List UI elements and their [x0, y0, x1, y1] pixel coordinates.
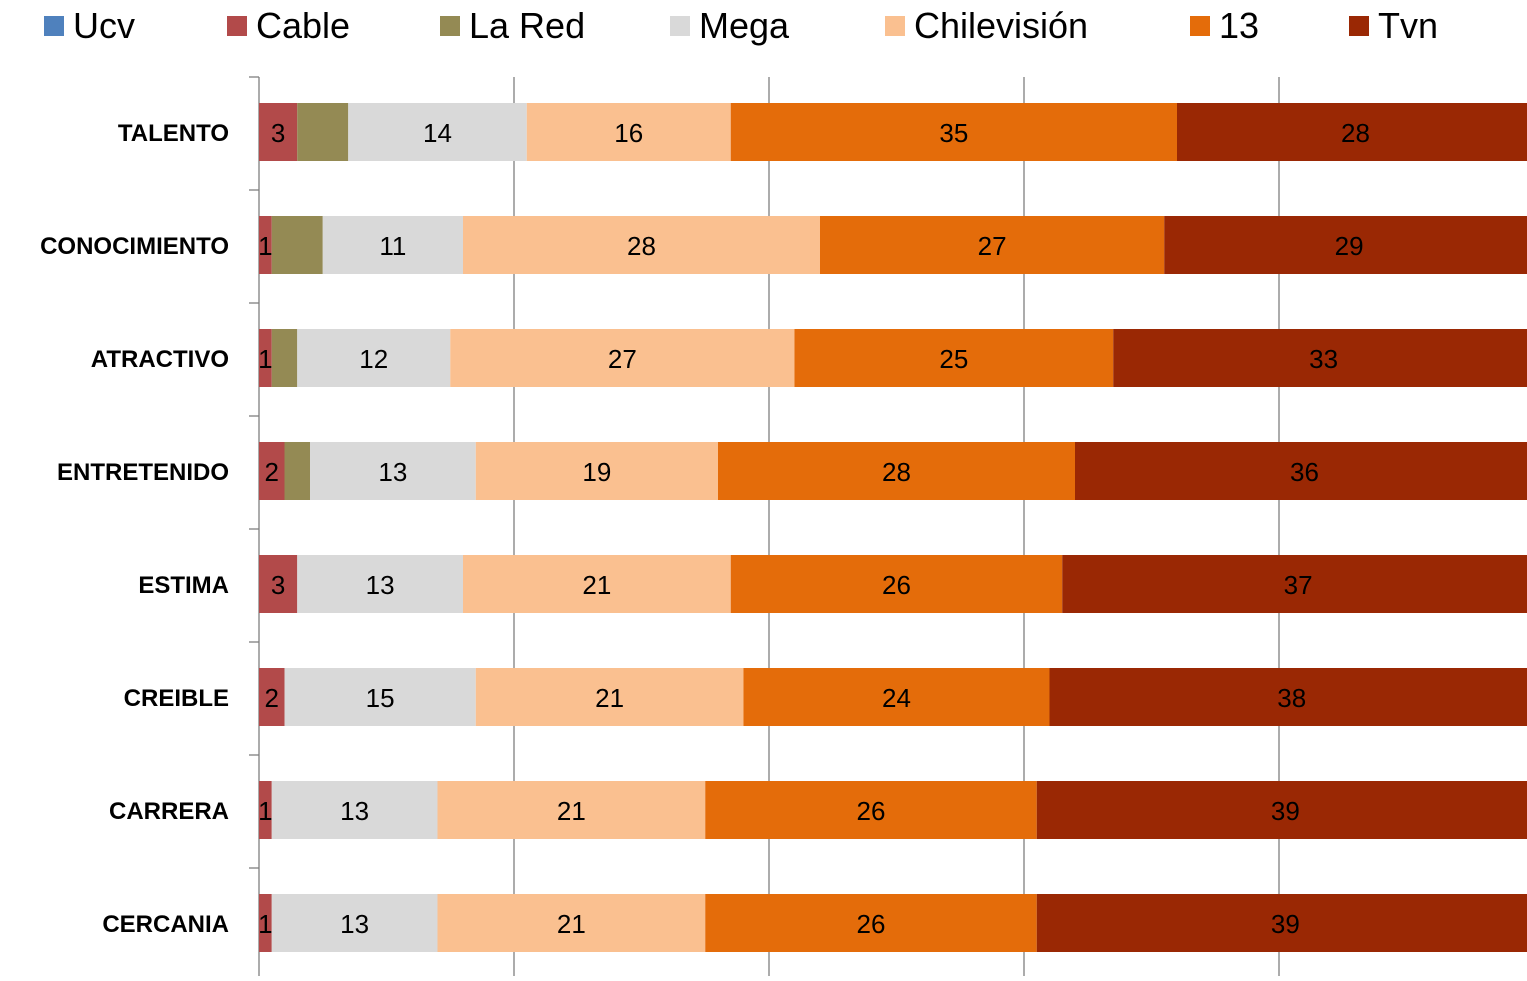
category-label-cercania: CERCANIA [102, 911, 229, 938]
legend-label-13: 13 [1219, 4, 1259, 48]
data-label-cable-carrera: 1 [258, 796, 272, 826]
data-label-chilevision-creible: 21 [595, 683, 624, 713]
bar-la-red-entretenido [285, 442, 311, 500]
data-label-mega-entretenido: 13 [378, 457, 407, 487]
legend-label-la-red: La Red [469, 4, 585, 48]
data-label-mega-talento: 14 [423, 118, 452, 148]
bar-la-red-atractivo [272, 329, 298, 387]
bar-la-red-talento [297, 103, 348, 161]
data-label-cable-cercania: 1 [258, 909, 272, 939]
legend-item-chilevision: Chilevisión [885, 4, 1088, 48]
data-label-13-estima: 26 [882, 570, 911, 600]
data-label-mega-conocimiento: 11 [379, 231, 406, 261]
data-label-13-entretenido: 28 [882, 457, 911, 487]
data-label-mega-creible: 15 [366, 683, 395, 713]
data-label-chilevision-talento: 16 [614, 118, 643, 148]
data-label-mega-atractivo: 12 [359, 344, 388, 374]
legend-item-ucv: Ucv [44, 4, 135, 48]
legend-label-tvn: Tvn [1378, 4, 1438, 48]
data-label-tvn-cercania: 39 [1271, 909, 1300, 939]
data-label-chilevision-carrera: 21 [557, 796, 586, 826]
data-label-mega-cercania: 13 [340, 909, 369, 939]
legend-swatch-13 [1190, 16, 1210, 36]
data-label-chilevision-estima: 21 [582, 570, 611, 600]
data-label-cable-entretenido: 2 [265, 457, 279, 487]
data-label-cable-conocimiento: 1 [258, 231, 272, 261]
data-label-cable-creible: 2 [265, 683, 279, 713]
category-label-atractivo: ATRACTIVO [91, 346, 229, 373]
data-label-chilevision-entretenido: 19 [582, 457, 611, 487]
data-label-mega-carrera: 13 [340, 796, 369, 826]
category-label-creible: CREIBLE [124, 685, 229, 712]
data-label-chilevision-cercania: 21 [557, 909, 586, 939]
legend-item-tvn: Tvn [1349, 4, 1438, 48]
data-label-13-carrera: 26 [857, 796, 886, 826]
data-label-13-conocimiento: 27 [978, 231, 1007, 261]
legend-item-cable: Cable [227, 4, 350, 48]
category-label-carrera: CARRERA [109, 798, 229, 825]
data-label-cable-atractivo: 1 [258, 344, 272, 374]
data-label-tvn-estima: 37 [1284, 570, 1313, 600]
chart-legend: Ucv Cable La Red Mega Chilevisión 13 Tvn [0, 0, 1527, 52]
data-label-chilevision-atractivo: 27 [608, 344, 637, 374]
data-label-cable-estima: 3 [271, 570, 285, 600]
legend-swatch-mega [670, 16, 690, 36]
data-label-tvn-talento: 28 [1341, 118, 1370, 148]
data-label-tvn-creible: 38 [1277, 683, 1306, 713]
data-label-13-atractivo: 25 [939, 344, 968, 374]
legend-item-13: 13 [1190, 4, 1259, 48]
legend-swatch-tvn [1349, 16, 1369, 36]
data-label-mega-estima: 13 [366, 570, 395, 600]
legend-swatch-la-red [440, 16, 460, 36]
data-label-tvn-atractivo: 33 [1309, 344, 1338, 374]
legend-label-chilevision: Chilevisión [914, 4, 1088, 48]
data-label-chilevision-conocimiento: 28 [627, 231, 656, 261]
legend-label-cable: Cable [256, 4, 350, 48]
legend-swatch-ucv [44, 16, 64, 36]
legend-label-ucv: Ucv [73, 4, 135, 48]
category-label-estima: ESTIMA [138, 572, 229, 599]
data-label-tvn-conocimiento: 29 [1335, 231, 1364, 261]
data-label-tvn-carrera: 39 [1271, 796, 1300, 826]
category-label-talento: TALENTO [118, 120, 229, 147]
category-label-entretenido: ENTRETENIDO [57, 459, 229, 486]
legend-item-la-red: La Red [440, 4, 585, 48]
data-label-13-creible: 24 [882, 683, 911, 713]
data-label-13-cercania: 26 [857, 909, 886, 939]
bar-la-red-conocimiento [272, 216, 323, 274]
data-label-cable-talento: 3 [271, 118, 285, 148]
legend-item-mega: Mega [670, 4, 789, 48]
data-label-13-talento: 35 [939, 118, 968, 148]
legend-label-mega: Mega [699, 4, 789, 48]
legend-swatch-chilevision [885, 16, 905, 36]
category-label-conocimiento: CONOCIMIENTO [40, 233, 229, 260]
legend-swatch-cable [227, 16, 247, 36]
data-label-tvn-entretenido: 36 [1290, 457, 1319, 487]
